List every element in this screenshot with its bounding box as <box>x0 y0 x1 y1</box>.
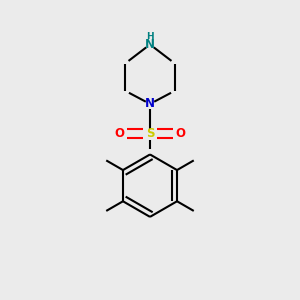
Text: N: N <box>145 38 155 51</box>
Text: O: O <box>114 127 124 140</box>
Text: S: S <box>146 127 154 140</box>
Text: O: O <box>176 127 186 140</box>
Text: H: H <box>146 32 154 41</box>
Text: N: N <box>145 98 155 110</box>
